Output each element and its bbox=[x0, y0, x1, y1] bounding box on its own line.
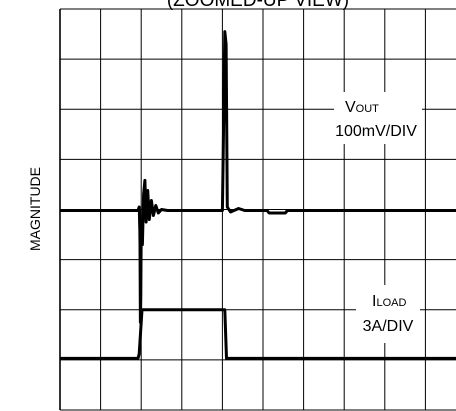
vout-scale-label: 100mV/DIV bbox=[335, 123, 417, 140]
iload-label-sub: LOAD bbox=[376, 297, 406, 309]
iload-scale-label: 3A/DIV bbox=[363, 318, 414, 335]
vout-label-sub: OUT bbox=[356, 103, 380, 115]
trace-vout bbox=[60, 30, 456, 247]
vout-label-box bbox=[334, 92, 422, 144]
iload-label-main: I bbox=[372, 293, 376, 310]
trace-group bbox=[60, 30, 456, 360]
y-axis-label: MAGNITUDE bbox=[27, 167, 43, 251]
trace-vout-undershoot bbox=[138, 210, 143, 324]
iload-label: ILOAD bbox=[372, 293, 406, 310]
vout-label: VOUT bbox=[345, 99, 379, 116]
vout-label-main: V bbox=[345, 99, 356, 116]
chart-title: (ZOOMED-UP VIEW) bbox=[167, 0, 349, 11]
iload-label-box bbox=[356, 285, 420, 343]
